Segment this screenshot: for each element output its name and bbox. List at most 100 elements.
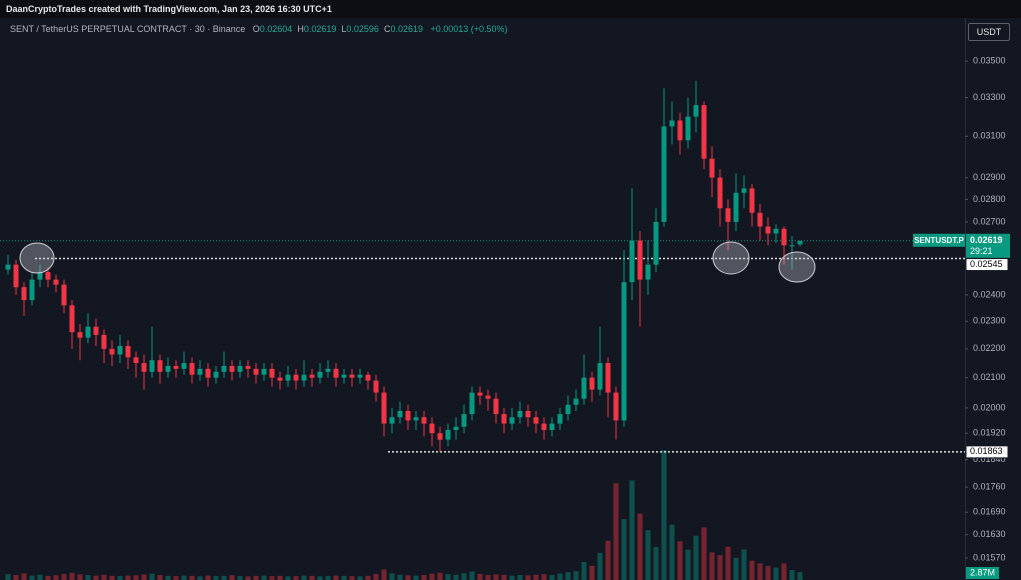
candle-body [61, 284, 67, 306]
candle-body [557, 414, 563, 424]
candle-body [45, 272, 51, 280]
ohlc-value: 0.02604 [259, 24, 293, 34]
attribution-bar: DaanCryptoTrades created with TradingVie… [0, 0, 1021, 18]
candle-body [597, 363, 603, 390]
volume-label: 2.87M [970, 567, 995, 577]
candle-body [309, 374, 315, 378]
volume-bar [789, 570, 795, 580]
last-price-label: 0.02619 [970, 235, 1003, 245]
volume-bar [581, 562, 587, 580]
volume-bar [469, 571, 475, 580]
ohlc-key: C [383, 24, 391, 34]
candle-body [781, 228, 787, 246]
symbol-tag-box [913, 233, 965, 247]
volume-bar [405, 575, 411, 580]
candle-body [133, 357, 139, 364]
candle-body [373, 380, 379, 393]
volume-bar [189, 575, 195, 580]
candle-body [245, 365, 251, 369]
candle-body [533, 417, 539, 424]
volume-bar [437, 572, 443, 580]
volume-bar [269, 576, 275, 580]
volume-bar [733, 557, 739, 580]
candle-body [581, 377, 587, 399]
volume-bar [197, 576, 203, 580]
candle-body [165, 365, 171, 372]
volume-layer [5, 450, 803, 580]
volume-bar [373, 573, 379, 580]
volume-bar [421, 575, 427, 580]
volume-bar [669, 524, 675, 580]
candle-body [205, 368, 211, 378]
volume-bar [685, 549, 691, 580]
volume-bar [565, 572, 571, 580]
candle-body [437, 433, 443, 440]
volume-bar [213, 576, 219, 580]
candle-body [797, 240, 803, 245]
volume-bar [621, 519, 627, 580]
candle-body [605, 363, 611, 393]
candle-body [733, 192, 739, 222]
candle-body [501, 414, 507, 424]
candle-body [661, 126, 667, 222]
currency-button[interactable]: USDT [968, 23, 1010, 41]
candle-body [429, 423, 435, 434]
symbol-tag: SENTUSDT.P [914, 236, 964, 245]
last-price-box [966, 233, 1010, 258]
candle-layer [5, 80, 803, 452]
volume-bar [349, 576, 355, 580]
candle-body [549, 423, 555, 430]
candle-body [757, 212, 763, 227]
y-tick-label: 0.03500 [973, 55, 1006, 65]
candle-body [573, 398, 579, 405]
volume-bar [341, 575, 347, 580]
candle-body [525, 410, 531, 418]
volume-bar [53, 575, 59, 580]
candle-body [277, 377, 283, 381]
candle-body [517, 410, 523, 418]
y-tick-label: 0.02100 [973, 372, 1006, 382]
candle-body [21, 287, 27, 301]
candle-body [349, 374, 355, 378]
candle-body [69, 305, 75, 333]
candle-body [637, 240, 643, 280]
candle-body [677, 120, 683, 141]
volume-bar [573, 571, 579, 580]
volume-bar [101, 574, 107, 580]
volume-bar [69, 572, 75, 580]
candle-body [141, 363, 147, 372]
volume-bar [781, 563, 787, 580]
volume-bar [5, 574, 11, 580]
candle-body [365, 374, 371, 381]
ohlc-values: O0.02604 H0.02619 L0.02596 C0.02619 [248, 24, 423, 34]
candle-body [77, 332, 83, 338]
candle-body [709, 158, 715, 178]
volume-bar [109, 575, 115, 580]
y-tick-label: 0.02000 [973, 402, 1006, 412]
volume-bar [525, 575, 531, 580]
volume-bar [21, 573, 27, 580]
volume-bar [45, 575, 51, 580]
symbol-title: SENT / TetherUS PERPETUAL CONTRACT · 30 … [10, 24, 246, 34]
volume-bar [661, 450, 667, 580]
candle-body [149, 360, 155, 372]
candle-body [381, 392, 387, 424]
candle-body [221, 365, 227, 372]
candle-body [453, 426, 459, 430]
y-tick-label: 0.03100 [973, 131, 1006, 141]
highlight-circle [19, 242, 55, 274]
volume-bar [293, 576, 299, 580]
volume-bar [597, 552, 603, 580]
candle-body [589, 377, 595, 390]
volume-bar [413, 575, 419, 580]
volume-bar [429, 573, 435, 580]
volume-bar [693, 535, 699, 580]
volume-bar [333, 575, 339, 580]
candle-body [37, 272, 43, 280]
volume-bar [117, 576, 123, 580]
volume-bar [301, 575, 307, 580]
candle-body [293, 374, 299, 381]
ohlc-key: H [297, 24, 304, 34]
volume-bar [605, 540, 611, 580]
